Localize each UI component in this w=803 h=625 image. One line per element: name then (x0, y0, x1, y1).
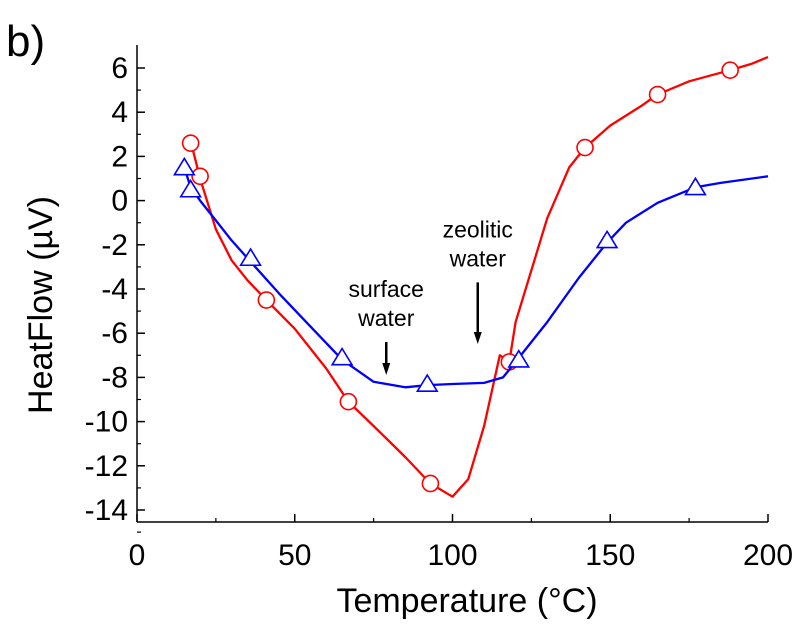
annotation-0: surface water (349, 276, 424, 375)
y-tick-label: 0 (111, 185, 128, 218)
annotation-text: water (357, 305, 415, 331)
circle-marker (576, 138, 594, 157)
y-tick-label: -2 (101, 229, 128, 262)
y-tick-label: 4 (111, 96, 128, 129)
series-layer (172, 55, 769, 498)
annotation-1: zeolitic water (443, 216, 513, 345)
annotation-text: zeolitic (443, 216, 513, 242)
triangle-marker (684, 176, 707, 196)
x-tick-label: 50 (278, 539, 311, 572)
annotation-arrow-head (473, 332, 482, 345)
series-line (189, 55, 769, 498)
y-tick-label: -6 (101, 317, 128, 350)
annotation-arrow-head (382, 362, 391, 375)
y-tick-label: -12 (85, 450, 128, 483)
y-tick-label: -8 (101, 361, 128, 394)
triangle-marker (179, 179, 202, 198)
x-tick-label: 0 (129, 539, 146, 572)
y-tick-label: -14 (85, 494, 128, 527)
triangle-marker (172, 156, 196, 176)
series-1 (172, 156, 769, 393)
triangle-marker (330, 346, 354, 366)
triangle-marker (239, 247, 262, 267)
circle-marker (181, 134, 200, 152)
x-axis-title: Temperature (°C) (336, 582, 597, 620)
circle-marker (191, 167, 209, 186)
y-tick-label: -4 (101, 273, 128, 306)
series-line (183, 167, 769, 389)
y-tick-label: -10 (85, 406, 128, 439)
series-0 (181, 55, 769, 498)
annotations: surface water zeolitic water (349, 216, 513, 375)
annotation-text: water (449, 245, 507, 271)
x-tick-label: 150 (585, 539, 635, 572)
circle-marker (648, 85, 667, 104)
circle-marker (339, 392, 358, 411)
x-tick-label: 100 (427, 539, 477, 572)
triangle-marker (507, 349, 531, 368)
y-tick-label: 6 (111, 52, 128, 85)
axes: 0 50 100 150 200 6 4 2 0 -2 -4 -6 -8 -10 -12 -14 (85, 45, 793, 572)
circle-marker (257, 291, 276, 309)
panel-label: b) (6, 17, 45, 66)
circle-marker (721, 61, 739, 80)
y-axis-title: HeatFlow (µV) (22, 196, 60, 414)
annotation-text: surface (349, 276, 424, 302)
x-tick-label: 200 (743, 539, 793, 572)
triangle-marker (595, 229, 619, 249)
circle-marker (421, 474, 440, 493)
triangle-marker (415, 373, 439, 393)
y-tick-label: 2 (111, 140, 128, 173)
